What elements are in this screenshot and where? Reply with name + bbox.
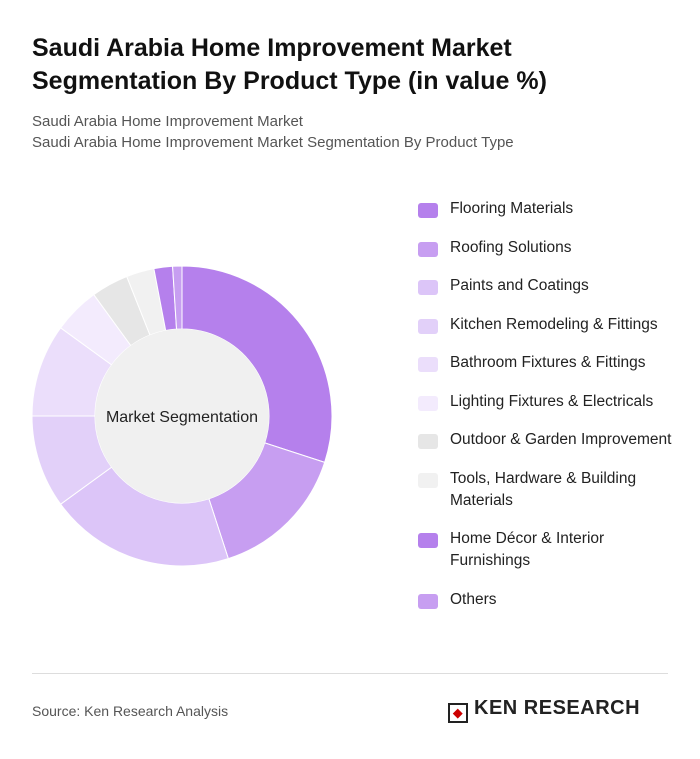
legend-item: Kitchen Remodeling & Fittings xyxy=(418,314,678,336)
legend-label: Outdoor & Garden Improvement xyxy=(450,431,672,448)
donut-hole xyxy=(95,329,269,503)
legend-swatch xyxy=(418,434,438,449)
legend-label: Tools, Hardware & Building Materials xyxy=(450,469,637,509)
logo-icon: ◆ xyxy=(448,703,468,723)
logo: ◆ KEN RESEARCH xyxy=(448,697,640,723)
donut-chart: Market Segmentation xyxy=(31,265,333,567)
subtitle: Saudi Arabia Home Improvement Market xyxy=(32,113,303,130)
source: Source: Ken Research Analysis xyxy=(32,703,229,719)
legend-label: Kitchen Remodeling & Fittings xyxy=(450,315,658,333)
legend-label: Flooring Materials xyxy=(450,200,574,217)
legend-item: Outdoor & Garden Improvement xyxy=(418,429,678,451)
legend-item: Tools, Hardware & Building Materials xyxy=(418,468,678,512)
center-label: Market Segmentation xyxy=(106,409,258,426)
legend-item: Lighting Fixtures & Electricals xyxy=(418,391,678,413)
legend-swatch xyxy=(418,280,438,295)
legend-label: Lighting Fixtures & Electricals xyxy=(450,392,654,410)
legend-swatch xyxy=(418,472,438,488)
legend-label: Paints and Coatings xyxy=(450,277,589,294)
legend-item: Flooring Materials xyxy=(418,198,678,220)
legend-item: Paints and Coatings xyxy=(418,275,678,297)
legend: Flooring Materials Roofing Solutions Paint… xyxy=(418,198,678,627)
legend-item: Home Décor & Interior Furnishings xyxy=(418,528,678,572)
legend-swatch xyxy=(418,395,438,411)
legend-item: Roofing Solutions xyxy=(418,237,678,259)
legend-swatch xyxy=(418,318,438,334)
legend-swatch xyxy=(418,357,438,372)
legend-swatch xyxy=(418,593,438,609)
logo-text: KEN RESEARCH xyxy=(474,697,641,719)
subtitle: Saudi Arabia Home Improvement Market Seg… xyxy=(32,134,514,151)
legend-item: Bathroom Fixtures & Fittings xyxy=(418,352,678,374)
legend-label: Roofing Solutions xyxy=(450,238,572,256)
title: Saudi Arabia Home Improvement Market Seg… xyxy=(32,34,547,95)
legend-label: Others xyxy=(450,590,497,608)
legend-swatch xyxy=(418,203,438,218)
divider xyxy=(32,673,668,674)
legend-label: Bathroom Fixtures & Fittings xyxy=(450,354,646,371)
legend-label: Home Décor & Interior Furnishings xyxy=(450,530,605,569)
legend-swatch xyxy=(418,533,438,548)
legend-item: Others xyxy=(418,589,678,611)
legend-swatch xyxy=(418,241,438,257)
